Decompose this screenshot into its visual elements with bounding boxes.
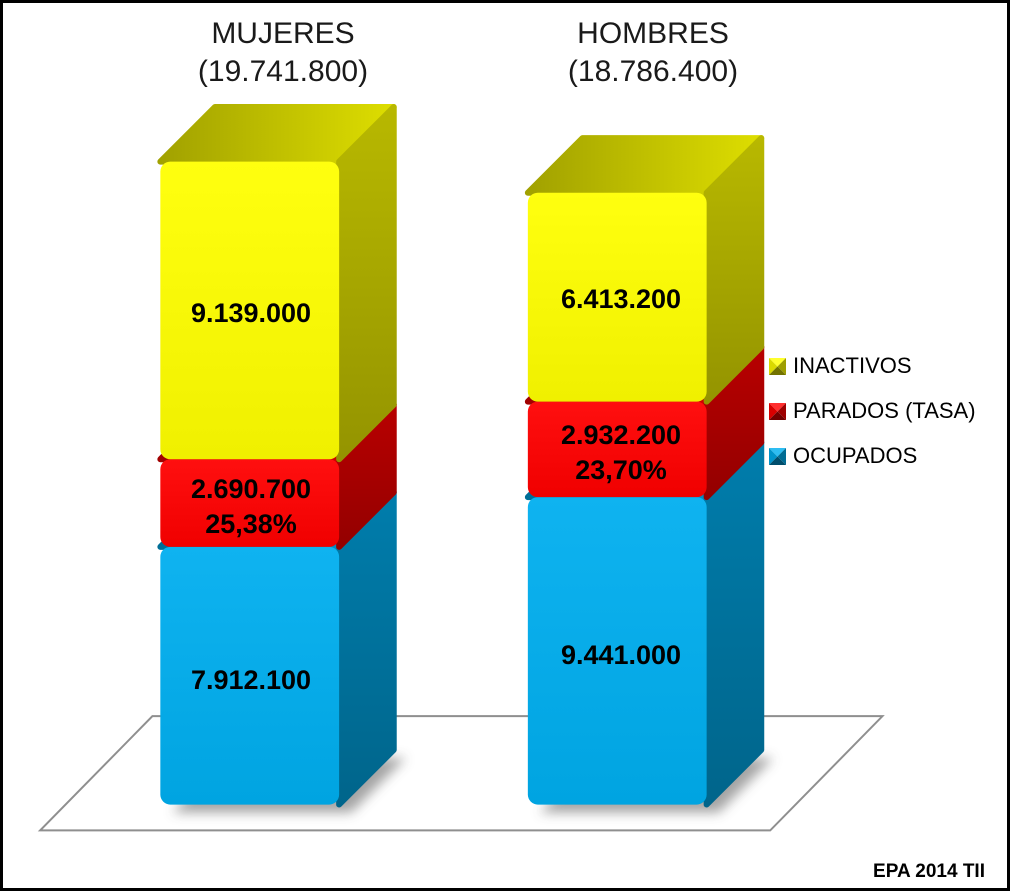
segment-side-face xyxy=(336,104,397,463)
label-mujeres-parados-rate: 25,38% xyxy=(205,509,297,540)
category-total: (19.741.800) xyxy=(197,55,369,88)
legend-label: PARADOS (TASA) xyxy=(793,398,976,423)
category-name: HOMBRES xyxy=(577,17,729,50)
segment-front-face xyxy=(527,401,707,498)
legend-label: OCUPADOS xyxy=(793,443,918,468)
stacked-bar-3d-canvas xyxy=(37,104,885,832)
label-mujeres-ocupados: 7.912.100 xyxy=(190,665,312,696)
segment-front-face xyxy=(160,161,340,460)
label-hombres-parados-rate: 23,70% xyxy=(575,455,667,486)
parados-swatch-icon xyxy=(769,402,786,420)
segment-front-face xyxy=(527,497,707,805)
label-hombres-ocupados: 9.441.000 xyxy=(560,640,682,671)
category-total: (18.786.400) xyxy=(567,55,739,88)
legend: INACTIVOS PARADOS (TASA) OCUPADOS xyxy=(769,352,976,487)
label-mujeres-parados-value: 2.690.700 xyxy=(190,474,312,505)
label-hombres-inactivos: 6.413.200 xyxy=(560,284,682,315)
legend-item-ocupados: OCUPADOS xyxy=(769,442,976,470)
label-hombres-parados-value: 2.932.200 xyxy=(560,420,682,451)
ocupados-swatch-icon xyxy=(769,447,786,465)
category-title-mujeres: MUJERES (19.741.800) xyxy=(198,15,368,91)
legend-label: INACTIVOS xyxy=(793,353,912,378)
legend-item-parados: PARADOS (TASA) xyxy=(769,397,976,425)
segment-side-face xyxy=(703,439,765,808)
segment-front-face xyxy=(527,192,707,402)
category-title-hombres: HOMBRES (18.786.400) xyxy=(568,15,738,91)
legend-item-inactivos: INACTIVOS xyxy=(769,352,976,380)
segment-front-face xyxy=(160,459,340,547)
inactivos-swatch-icon xyxy=(769,357,786,375)
label-mujeres-inactivos: 9.139.000 xyxy=(190,297,312,328)
segment-front-face xyxy=(160,546,340,805)
category-name: MUJERES xyxy=(211,17,355,50)
source-note: EPA 2014 TII xyxy=(873,861,985,882)
